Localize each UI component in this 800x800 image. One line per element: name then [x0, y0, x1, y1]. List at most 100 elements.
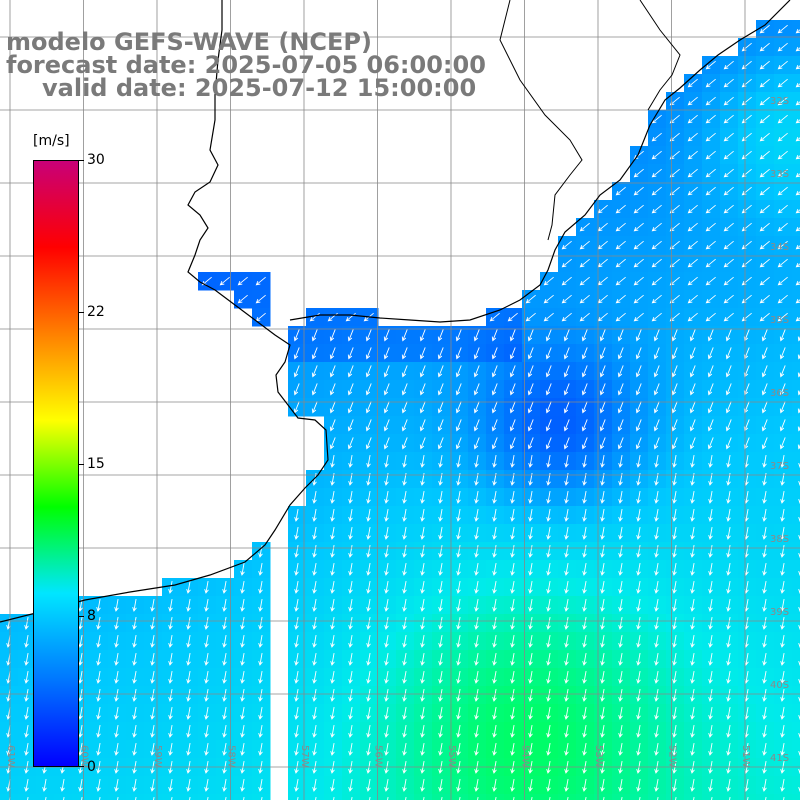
- wind-arrow: [689, 419, 696, 432]
- wind-cell: [792, 416, 800, 435]
- wind-arrow: [366, 671, 371, 684]
- wind-arrow: [759, 276, 770, 286]
- wind-arrow: [401, 383, 408, 396]
- valid-date: valid date: 2025-07-12 15:00:00: [42, 74, 477, 102]
- wind-arrow: [579, 240, 590, 250]
- wind-cell: [774, 794, 793, 800]
- wind-arrow: [563, 401, 570, 414]
- wind-arrow: [186, 779, 191, 792]
- wind-arrow: [708, 599, 713, 612]
- wind-arrow: [600, 617, 605, 630]
- wind-cell: [792, 560, 800, 579]
- wind-arrow: [729, 797, 731, 800]
- wind-arrow: [438, 707, 443, 720]
- wind-arrow: [473, 419, 480, 432]
- wind-arrow: [456, 725, 461, 738]
- wind-arrow: [528, 725, 533, 738]
- wind-arrow: [96, 635, 101, 648]
- wind-arrow: [132, 671, 137, 684]
- wind-arrow: [635, 437, 642, 450]
- wind-arrow: [204, 779, 209, 792]
- wind-arrow: [186, 671, 191, 684]
- wind-arrow: [402, 491, 407, 504]
- wind-arrow: [492, 599, 497, 612]
- wind-arrow: [654, 545, 659, 558]
- wind-arrow: [204, 689, 209, 702]
- wind-arrow: [690, 581, 695, 594]
- wind-arrow: [312, 563, 317, 576]
- wind-arrow: [437, 437, 444, 450]
- wind-arrow: [633, 168, 644, 178]
- wind-arrow: [384, 509, 389, 522]
- wind-arrow: [579, 276, 590, 286]
- wind-cell: [792, 614, 800, 633]
- wind-arrow: [564, 725, 569, 738]
- wind-arrow: [762, 635, 767, 648]
- wind-arrow: [653, 347, 660, 360]
- wind-cell: [36, 794, 55, 800]
- wind-arrow: [132, 725, 137, 738]
- wind-arrow: [615, 186, 626, 196]
- wind-arrow: [635, 419, 642, 432]
- wind-arrow: [347, 347, 354, 360]
- wind-cell: [108, 794, 127, 800]
- wind-arrow: [240, 653, 245, 666]
- wind-arrow: [330, 671, 335, 684]
- wind-arrow: [333, 797, 335, 800]
- wind-arrow: [405, 797, 407, 800]
- wind-cell: [792, 794, 800, 800]
- wind-arrow: [330, 635, 335, 648]
- wind-arrow: [723, 168, 734, 178]
- wind-arrow: [132, 617, 137, 630]
- wind-arrow: [473, 437, 480, 450]
- wind-arrow: [618, 545, 623, 558]
- wind-arrow: [474, 707, 479, 720]
- wind-arrow: [365, 383, 372, 396]
- wind-arrow: [222, 671, 227, 684]
- wind-arrow: [204, 617, 209, 630]
- wind-arrow: [689, 329, 696, 342]
- wind-cell: [792, 254, 800, 273]
- wind-arrow: [294, 671, 299, 684]
- wind-arrow: [294, 635, 299, 648]
- wind-arrow: [365, 437, 372, 450]
- wind-arrow: [528, 581, 533, 594]
- wind-arrow: [780, 527, 785, 540]
- wind-arrow: [546, 653, 551, 666]
- wind-arrow: [581, 383, 588, 396]
- wind-arrow: [651, 222, 662, 232]
- wind-arrow: [564, 689, 569, 702]
- wind-arrow: [456, 743, 461, 756]
- wind-arrow: [438, 599, 443, 612]
- wind-arrow: [633, 294, 644, 304]
- wind-arrow: [687, 78, 698, 88]
- wind-arrow: [437, 383, 444, 396]
- colorbar-tick: [79, 464, 84, 465]
- wind-arrow: [654, 509, 659, 522]
- wind-cell: [684, 794, 703, 800]
- wind-cell: [792, 20, 800, 39]
- wind-arrow: [705, 114, 716, 124]
- wind-arrow: [725, 347, 732, 360]
- wind-arrow: [636, 671, 641, 684]
- wind-arrow: [491, 437, 498, 450]
- wind-arrow: [474, 491, 479, 504]
- wind-cell: [738, 794, 757, 800]
- wind-cell: [0, 794, 19, 800]
- wind-arrow: [653, 383, 660, 396]
- wind-cell: [540, 794, 559, 800]
- wind-arrow: [636, 743, 641, 756]
- wind-arrow: [366, 563, 371, 576]
- wind-arrow: [222, 689, 227, 702]
- wind-arrow: [366, 581, 371, 594]
- wind-arrow: [528, 707, 533, 720]
- wind-arrow: [618, 617, 623, 630]
- wind-arrow: [459, 797, 461, 800]
- wind-arrow: [366, 689, 371, 702]
- wind-arrow: [546, 743, 551, 756]
- wind-arrow: [455, 419, 462, 432]
- wind-arrow: [708, 779, 713, 792]
- wind-cell: [792, 434, 800, 453]
- wind-arrow: [723, 258, 734, 268]
- wind-arrow: [564, 491, 569, 504]
